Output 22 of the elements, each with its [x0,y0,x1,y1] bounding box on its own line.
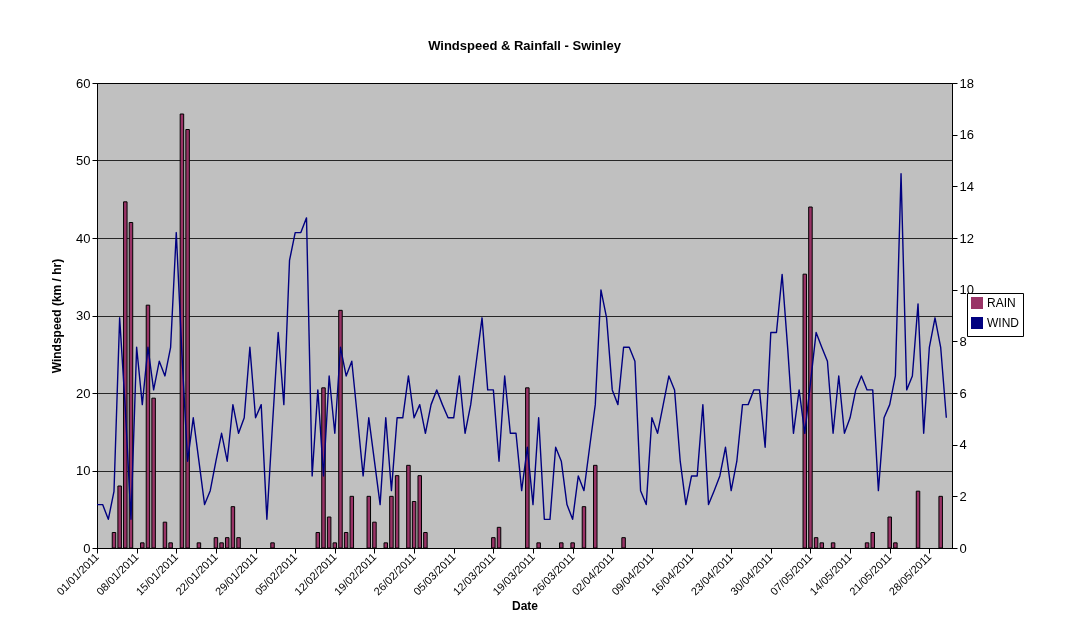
chart-title: Windspeed & Rainfall - Swinley [428,38,622,53]
y-tick-label: 10 [76,463,91,478]
x-axis-title: Date [511,599,539,614]
y-tick-label: 30 [76,308,91,323]
y-tick-label: 60 [76,75,91,91]
legend-label: RAIN [987,296,1016,310]
y2-tick-label: 6 [959,385,967,401]
y2-tick-label: 8 [959,333,967,349]
y2-tick-label: 16 [959,127,974,143]
legend-label: WIND [987,316,1020,330]
y-tick-label: 40 [76,230,91,246]
y2-tick-label: 12 [959,230,974,246]
y2-tick-label: 18 [959,75,974,91]
y2-tick-label: 2 [959,488,967,504]
y2-tick-label: 14 [959,178,974,194]
y-tick-label: 0 [83,540,91,556]
line-series [96,172,948,521]
y-axis-title: Windspeed (km / hr) [50,258,65,374]
y2-tick-label: 4 [959,437,967,453]
y-tick-label: 50 [76,153,91,168]
y2-tick-label: 0 [959,540,967,556]
y-tick-label: 20 [76,385,91,401]
